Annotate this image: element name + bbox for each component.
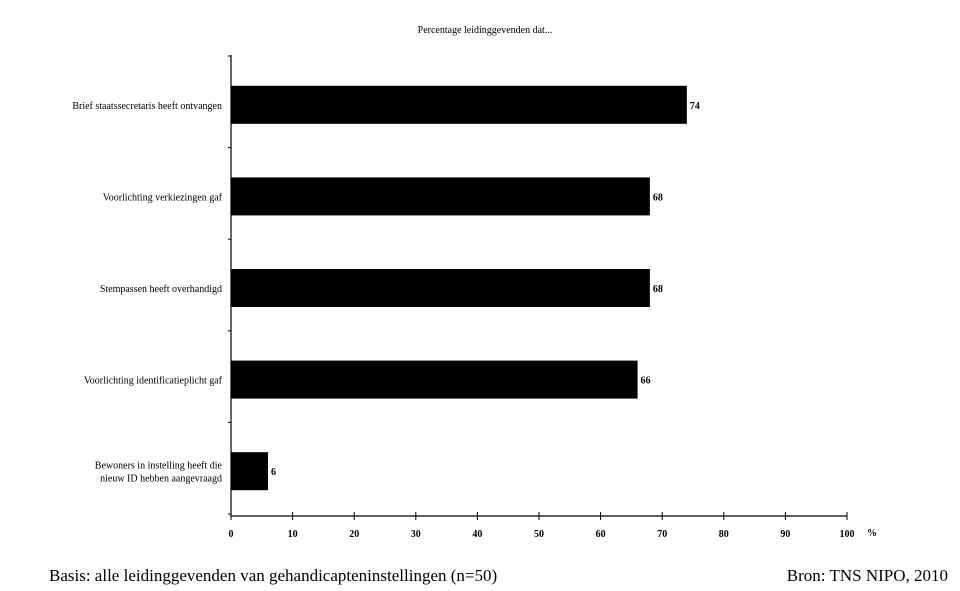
x-unit-label: % (867, 528, 877, 539)
value-label: 68 (653, 284, 663, 295)
plot-area: 0 10 20 30 40 50 60 70 80 90 100 % 74 Brief staatssec… (72, 55, 877, 540)
x-tick-label: 100 (840, 529, 855, 540)
category-label-line: Brief staatssecretaris heeft ontvangen (72, 101, 222, 112)
x-tick-label: 10 (288, 529, 298, 540)
x-tick-label: 90 (780, 529, 790, 540)
bar (231, 177, 650, 216)
x-tick-label: 30 (411, 529, 421, 540)
value-label: 74 (690, 101, 700, 112)
bar-chart: Percentage leidinggevenden dat... 0 10 20 3… (72, 25, 877, 540)
x-tick-label: 60 (596, 529, 606, 540)
x-tick-label: 80 (719, 529, 729, 540)
value-label: 66 (641, 376, 651, 387)
category-label: Brief staatssecretaris heeft ontvangen (72, 101, 222, 112)
chart-title: Percentage leidinggevenden dat... (418, 25, 553, 36)
bar (231, 452, 268, 491)
category-label-line: Voorlichting identificatieplicht gaf (84, 376, 223, 387)
bar (231, 269, 650, 307)
category-label-line: nieuw ID hebben aangevraagd (100, 474, 222, 485)
category-label: Voorlichting identificatieplicht gaf (84, 376, 223, 387)
x-tick-label: 20 (349, 529, 359, 540)
bar (231, 360, 638, 399)
x-tick-label: 70 (657, 529, 667, 540)
x-tick-label: 40 (472, 529, 482, 540)
category-label-line: Stempassen heeft overhandigd (100, 284, 222, 295)
category-label: Stempassen heeft overhandigd (100, 284, 222, 295)
category-label: Voorlichting verkiezingen gaf (103, 192, 223, 203)
x-tick-label: 0 (229, 529, 234, 540)
x-tick-label: 50 (534, 529, 544, 540)
value-label: 6 (271, 467, 276, 478)
value-label: 68 (653, 192, 663, 203)
footer-basis: Basis: alle leidinggevenden van gehandic… (49, 566, 498, 585)
category-label-line: Voorlichting verkiezingen gaf (103, 192, 223, 203)
category-label: Bewoners in instelling heeft die nieuw ID… (95, 461, 223, 485)
category-label-line: Bewoners in instelling heeft die (95, 461, 223, 472)
bar (231, 85, 687, 124)
footer-source: Bron: TNS NIPO, 2010 (786, 566, 948, 585)
